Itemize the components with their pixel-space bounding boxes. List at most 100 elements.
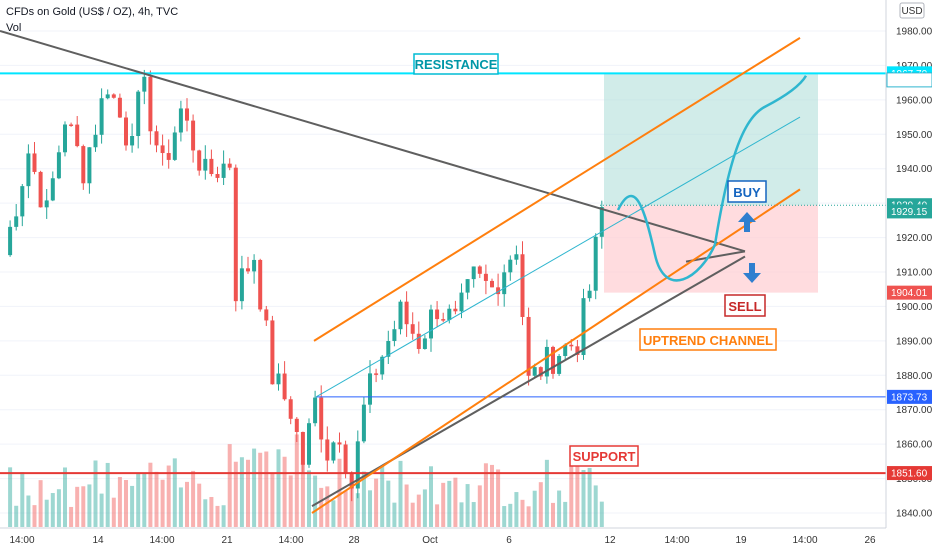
- candle: [544, 339, 549, 384]
- candle: [441, 312, 446, 323]
- candle: [288, 396, 293, 425]
- volume-bar: [233, 461, 238, 527]
- volume-bar: [191, 470, 196, 527]
- volume-bar: [526, 506, 531, 527]
- price-tick-label: 1960.00: [896, 95, 932, 106]
- volume-bar: [557, 490, 562, 527]
- candle: [471, 266, 476, 288]
- currency-button[interactable]: USD: [899, 2, 925, 19]
- time-tick-label: 14:00: [792, 535, 817, 546]
- volume-bar: [563, 501, 568, 527]
- uptrend-channel-label: UPTREND CHANNEL: [639, 328, 777, 351]
- candle: [117, 93, 122, 118]
- candle: [105, 89, 110, 100]
- time-axis-ticks: 14:00 14 14:00 21 14:00 28 Oct 6 12 14:00 19 14:00 2…: [9, 535, 876, 546]
- volume-bar: [215, 505, 220, 527]
- candle: [185, 98, 189, 132]
- volume-bar: [416, 494, 421, 527]
- channel-mid-line[interactable]: [315, 116, 801, 398]
- time-axis[interactable]: 14:00 14 14:00 21 14:00 28 Oct 6 12 14:00 19 14:00 2…: [0, 527, 932, 550]
- channel-lower-line[interactable]: [311, 188, 801, 514]
- candle: [26, 144, 31, 199]
- volume-bar: [410, 502, 415, 527]
- volume-bar: [398, 460, 403, 527]
- candle: [130, 123, 135, 153]
- price-tag-label: 1904.01: [891, 288, 928, 299]
- legend: CFDs on Gold (US$ / OZ), 4h, TVC Vol: [6, 6, 178, 34]
- candle: [233, 164, 238, 312]
- volume-bar: [20, 472, 25, 527]
- descending-trendline[interactable]: [0, 30, 746, 253]
- volume-bar: [87, 484, 92, 527]
- price-tag-label: 1929.15: [891, 207, 928, 218]
- volume-bar: [471, 502, 476, 527]
- volume-bar: [142, 473, 147, 527]
- volume-bar: [185, 481, 189, 527]
- volume-bar: [136, 473, 141, 527]
- volume-bar: [26, 495, 31, 527]
- time-tick-label: 6: [506, 535, 512, 546]
- time-tick-label: 19: [735, 535, 747, 546]
- candle: [246, 256, 250, 274]
- volume-bar: [50, 493, 55, 527]
- volume-bar: [203, 499, 208, 527]
- volume-bar: [508, 503, 513, 527]
- support-label: SUPPORT: [569, 445, 639, 467]
- volume-bar: [581, 470, 586, 527]
- buy-text: BUY: [733, 185, 761, 200]
- candle: [38, 170, 43, 208]
- candle: [166, 139, 171, 169]
- price-axis[interactable]: 1840.001850.001860.001870.001880.001890.…: [885, 0, 932, 550]
- candle: [203, 145, 208, 180]
- candle: [99, 88, 104, 144]
- candle: [191, 114, 196, 163]
- volume-bar: [172, 458, 177, 527]
- candle: [87, 147, 92, 194]
- price-tick-label: 1860.00: [896, 440, 932, 451]
- candle: [221, 150, 226, 186]
- volume-bar: [538, 482, 543, 527]
- price-tag-current: 1929.15: [887, 204, 932, 219]
- time-tick-label: 14:00: [149, 535, 174, 546]
- currency-label: USD: [901, 6, 922, 17]
- price-tag-target: 1967.26: [886, 72, 932, 88]
- volume-bar: [380, 465, 385, 527]
- volume-bar: [209, 496, 214, 527]
- candle: [453, 300, 458, 315]
- candle: [20, 184, 25, 227]
- volume-bar: [313, 475, 318, 527]
- trendline-extension[interactable]: [685, 250, 746, 263]
- time-tick-label: 14:00: [664, 535, 689, 546]
- resistance-text: RESISTANCE: [415, 57, 498, 72]
- candle: [520, 241, 525, 326]
- volume-bars: [8, 434, 604, 527]
- volume-bar: [56, 489, 61, 527]
- volume-bar: [490, 464, 494, 527]
- candle: [325, 426, 330, 472]
- candle: [227, 158, 232, 171]
- volume-bar: [551, 502, 555, 527]
- candle: [8, 220, 13, 257]
- price-panel[interactable]: [0, 30, 886, 527]
- candle: [81, 144, 86, 190]
- price-tag-label: 1851.60: [891, 469, 928, 480]
- price-tag-label: 1967.26: [891, 75, 928, 86]
- candle: [300, 431, 305, 473]
- volume-bar: [483, 463, 488, 527]
- price-tag-stop: 1904.01: [887, 285, 932, 300]
- candle: [355, 430, 360, 499]
- candle: [398, 299, 403, 335]
- channel-upper-line[interactable]: [313, 37, 801, 342]
- ascending-trendline[interactable]: [311, 255, 746, 507]
- candle: [178, 100, 183, 142]
- projection-wave-left: [616, 194, 717, 282]
- sell-label: SELL: [724, 294, 766, 317]
- volume-bar: [435, 504, 440, 527]
- volume-bar: [599, 501, 604, 527]
- volume-bar: [282, 456, 287, 527]
- price-tag-level: 1873.73: [887, 389, 932, 404]
- candle: [374, 368, 379, 383]
- volume-bar: [252, 448, 257, 527]
- resistance-label: RESISTANCE: [413, 53, 499, 75]
